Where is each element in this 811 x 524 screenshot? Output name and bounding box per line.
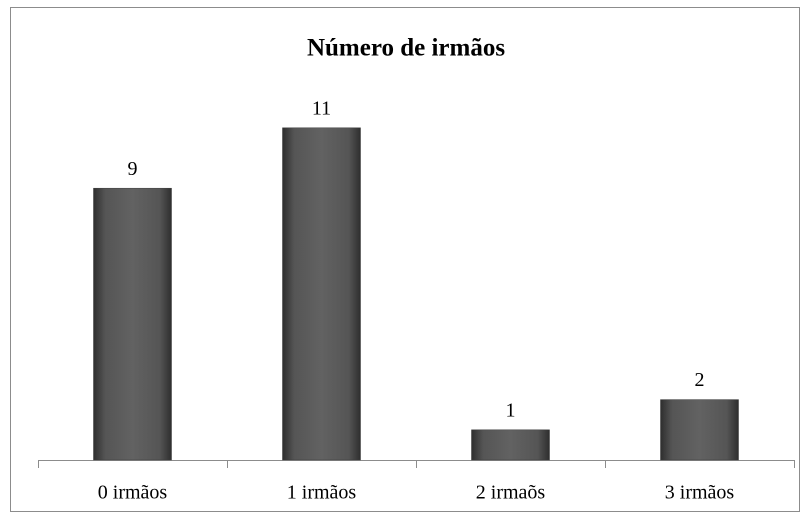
bar bbox=[660, 399, 739, 461]
chart-title: Número de irmãos bbox=[307, 35, 505, 62]
data-label: 11 bbox=[312, 97, 331, 119]
x-tick-label: 2 irmaõs bbox=[476, 482, 546, 504]
bar bbox=[93, 187, 172, 461]
x-tick-label: 1 irmãos bbox=[287, 482, 357, 504]
x-tick-label: 3 irmãos bbox=[665, 482, 735, 504]
bar bbox=[282, 127, 361, 461]
bar bbox=[471, 429, 550, 461]
x-tick-label: 0 irmãos bbox=[98, 482, 168, 504]
data-label: 2 bbox=[695, 369, 705, 391]
data-label: 9 bbox=[128, 158, 138, 180]
data-label: 1 bbox=[506, 399, 516, 421]
